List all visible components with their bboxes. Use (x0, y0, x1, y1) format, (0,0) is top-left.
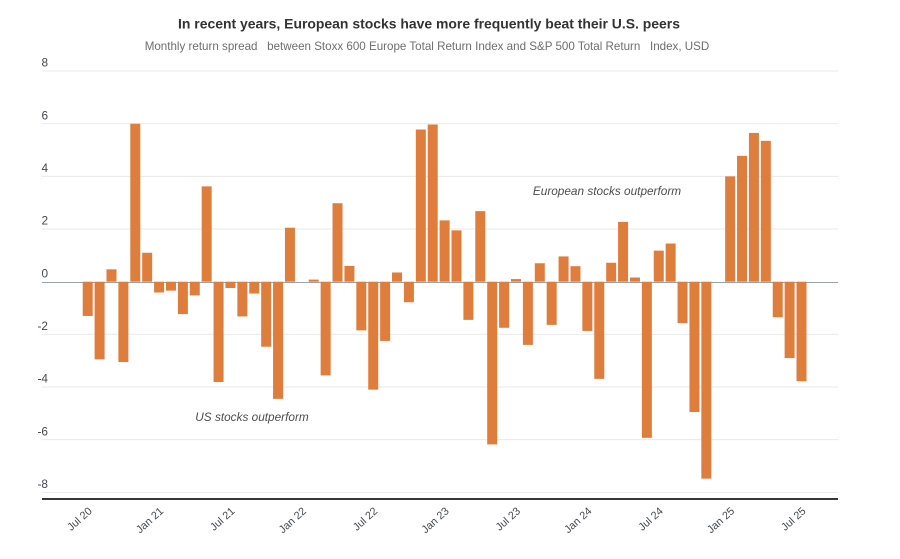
svg-text:European stocks outperform: European stocks outperform (533, 184, 681, 198)
svg-text:-6: -6 (38, 424, 49, 438)
svg-text:Jul 21: Jul 21 (208, 505, 237, 533)
svg-text:Jan 22: Jan 22 (277, 505, 309, 536)
svg-text:In recent years, European stoc: In recent years, European stocks have mo… (178, 16, 680, 32)
svg-text:6: 6 (41, 108, 48, 122)
svg-text:4: 4 (41, 161, 48, 175)
svg-text:Jul 25: Jul 25 (779, 505, 808, 533)
svg-text:Jan 25: Jan 25 (705, 505, 737, 536)
svg-text:US stocks outperform: US stocks outperform (195, 410, 309, 424)
svg-text:Jan 23: Jan 23 (419, 505, 451, 536)
svg-text:-4: -4 (38, 372, 49, 386)
svg-text:Jan 24: Jan 24 (562, 505, 594, 536)
svg-text:8: 8 (41, 56, 48, 70)
svg-text:2: 2 (41, 214, 48, 228)
svg-text:-2: -2 (38, 319, 49, 333)
svg-text:Jul 22: Jul 22 (351, 505, 380, 533)
svg-text:Jul 23: Jul 23 (494, 505, 523, 533)
svg-text:Jul 24: Jul 24 (636, 505, 665, 533)
svg-text:0: 0 (41, 266, 48, 280)
svg-text:Jul 20: Jul 20 (65, 505, 94, 533)
svg-text:-8: -8 (38, 477, 49, 491)
svg-text:Jan 21: Jan 21 (134, 505, 166, 536)
svg-text:Monthly return spread betwee: Monthly return spread between Stoxx 600 … (145, 40, 710, 53)
